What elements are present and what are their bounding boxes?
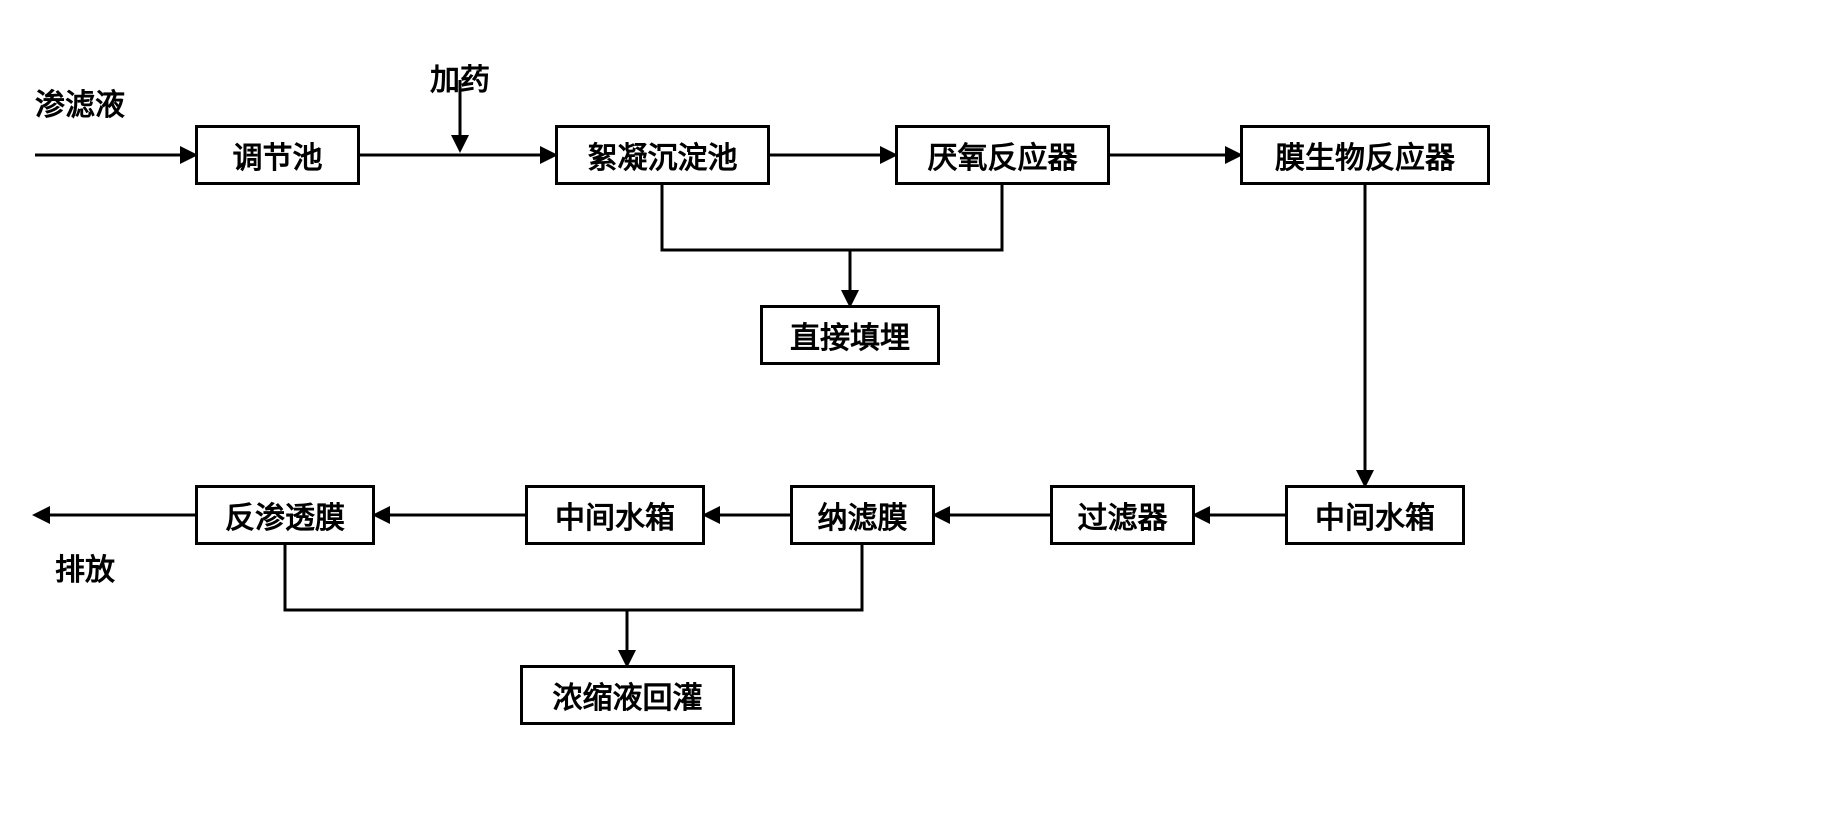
node-text: 过滤器 — [1078, 493, 1168, 537]
node-text: 反渗透膜 — [225, 493, 345, 537]
node-concentrate-recirculation: 浓缩液回灌 — [520, 665, 735, 725]
node-text: 中间水箱 — [1315, 493, 1435, 537]
node-direct-landfill: 直接填埋 — [760, 305, 940, 365]
node-text: 直接填埋 — [790, 313, 910, 357]
node-filter: 过滤器 — [1050, 485, 1195, 545]
node-adjustment-tank: 调节池 — [195, 125, 360, 185]
node-reverse-osmosis: 反渗透膜 — [195, 485, 375, 545]
node-text: 浓缩液回灌 — [553, 673, 703, 717]
node-intermediate-tank-1: 中间水箱 — [1285, 485, 1465, 545]
node-text: 厌氧反应器 — [928, 133, 1078, 177]
node-text: 纳滤膜 — [818, 493, 908, 537]
node-anaerobic-reactor: 厌氧反应器 — [895, 125, 1110, 185]
dosing-label: 加药 — [430, 55, 490, 99]
node-nanofiltration: 纳滤膜 — [790, 485, 935, 545]
input-label: 渗滤液 — [35, 80, 125, 124]
node-text: 调节池 — [233, 133, 323, 177]
node-flocculation-tank: 絮凝沉淀池 — [555, 125, 770, 185]
discharge-label: 排放 — [55, 545, 115, 589]
node-text: 絮凝沉淀池 — [588, 133, 738, 177]
node-intermediate-tank-2: 中间水箱 — [525, 485, 705, 545]
node-text: 膜生物反应器 — [1275, 133, 1455, 177]
node-text: 中间水箱 — [555, 493, 675, 537]
node-membrane-bioreactor: 膜生物反应器 — [1240, 125, 1490, 185]
